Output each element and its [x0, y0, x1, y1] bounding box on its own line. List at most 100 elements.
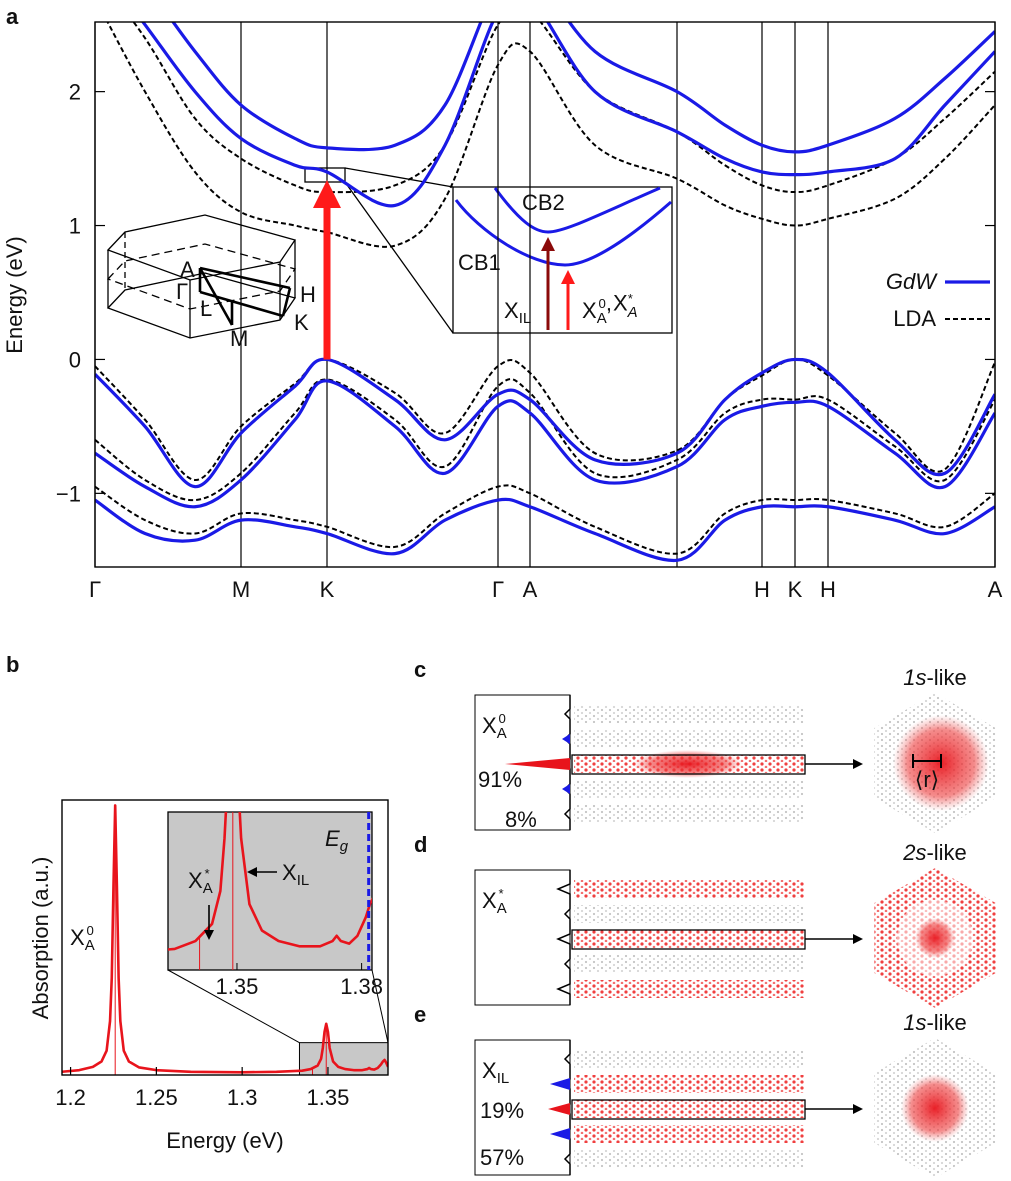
zoom-cb2	[493, 186, 661, 234]
plot-frame	[61, 799, 389, 1076]
inset-label-base: X	[188, 868, 203, 893]
plot-frame	[94, 21, 996, 568]
x-tick-label: M	[232, 577, 250, 602]
weight-marker	[562, 734, 570, 744]
band	[95, 497, 995, 562]
profile-curve	[556, 870, 571, 1005]
exciton-label-sup: 0	[498, 711, 505, 726]
exciton-label-sub: IL	[497, 1070, 509, 1087]
layer-row	[574, 930, 804, 948]
exciton-label-base: X	[482, 1058, 497, 1083]
band	[95, 357, 995, 489]
bz-path-line	[198, 267, 234, 326]
peak-label: XA0	[70, 923, 95, 954]
x-tick-label: A	[988, 577, 1003, 602]
weight-marker	[548, 1103, 570, 1115]
zoom-label-sub: IL	[519, 310, 531, 327]
panel-title-em: 1s	[903, 665, 926, 690]
panel-label: c	[414, 657, 426, 682]
zoom-label-base: X	[613, 290, 628, 315]
zoom-label-sub: A	[627, 304, 638, 321]
bz-background	[100, 212, 310, 362]
weight-label: 91%	[478, 767, 522, 792]
zoom-label: XIL	[504, 298, 531, 327]
panel-label: d	[414, 832, 427, 857]
zoom-box	[452, 186, 673, 334]
exciton-box	[474, 869, 571, 1006]
weight-marker	[550, 1128, 570, 1140]
band	[141, 22, 995, 208]
weight-marker	[550, 1078, 570, 1090]
zoom-label: CB2	[522, 190, 565, 215]
zoom-label-sup: 0	[598, 296, 605, 311]
bz-label: L	[200, 296, 212, 321]
layer-row	[574, 1150, 804, 1168]
zoom-label: CB1	[458, 250, 501, 275]
inset-label: XA*	[188, 866, 213, 897]
weight-label: 57%	[480, 1145, 524, 1170]
amplitude-blob	[915, 918, 955, 958]
x-tick-label: 1.35	[307, 1085, 350, 1110]
layer-row	[574, 955, 804, 973]
band	[95, 484, 995, 555]
inset-plot	[168, 812, 372, 970]
zoom-connector	[167, 969, 300, 1044]
gap-label: Eg	[325, 826, 349, 855]
radius-label: ⟨r⟩	[915, 767, 940, 792]
panel-label: b	[6, 652, 19, 677]
inset-x-tick-label: 1.38	[340, 974, 383, 999]
band	[95, 378, 995, 502]
exciton-label: XIL	[482, 1058, 509, 1087]
legend-label: LDA	[893, 306, 936, 331]
peak-label-sup: 0	[86, 923, 93, 938]
zoom-label-base: X	[504, 298, 519, 323]
x-tick-label: Γ	[89, 577, 101, 602]
layer-row	[574, 1050, 804, 1068]
bz-label: K	[294, 310, 309, 335]
panel-title-em: 1s	[903, 1010, 926, 1035]
panel-title-em: 2s	[902, 840, 926, 865]
x-tick-label: H	[754, 577, 770, 602]
panel-title-rest: -like	[926, 665, 966, 690]
exciton-label-base: X	[482, 713, 497, 738]
panel-title: 1s-like	[903, 665, 967, 690]
x-tick-label: K	[320, 577, 335, 602]
zoom-inset	[304, 167, 673, 334]
legend-label: GdW	[886, 269, 938, 294]
exciton-label-sup: *	[498, 886, 503, 901]
y-tick-label: −1	[56, 481, 81, 506]
panel-label: a	[6, 4, 19, 29]
inset-frame	[167, 811, 373, 971]
exciton-label-sub: A	[497, 725, 507, 742]
weight-marker	[562, 784, 570, 794]
layer-row	[574, 880, 804, 898]
absorption-curve	[168, 812, 372, 951]
x-tick-label: 1.25	[135, 1085, 178, 1110]
band-lines	[95, 22, 995, 562]
panel-title: 2s-like	[902, 840, 967, 865]
panel-title-rest: -like	[926, 1010, 966, 1035]
gap-label-sub: g	[340, 838, 349, 855]
weight-label: 19%	[480, 1098, 524, 1123]
brillouin-zone	[100, 212, 310, 362]
exciton-label-sub: A	[497, 900, 507, 917]
exciton-label-base: X	[482, 888, 497, 913]
main-plot	[62, 804, 388, 1075]
zoom-cb1	[454, 199, 672, 267]
weight-marker	[505, 758, 570, 770]
y-axis-label: Energy (eV)	[2, 236, 27, 353]
bz-path-line	[199, 266, 291, 290]
x-tick-label: 1.2	[55, 1085, 86, 1110]
zoom-label-sup: *	[628, 291, 633, 306]
bz-label: H	[300, 282, 316, 307]
inset-label-base: X	[282, 860, 297, 885]
peak-label-sub: A	[85, 937, 95, 954]
zoom-label-sub: A	[597, 310, 607, 327]
layer-row	[574, 1100, 804, 1118]
panel-title-rest: -like	[926, 840, 966, 865]
zoom-connector	[344, 181, 454, 334]
gap-label-base: E	[325, 826, 340, 851]
inset-label-sup: *	[204, 866, 209, 881]
